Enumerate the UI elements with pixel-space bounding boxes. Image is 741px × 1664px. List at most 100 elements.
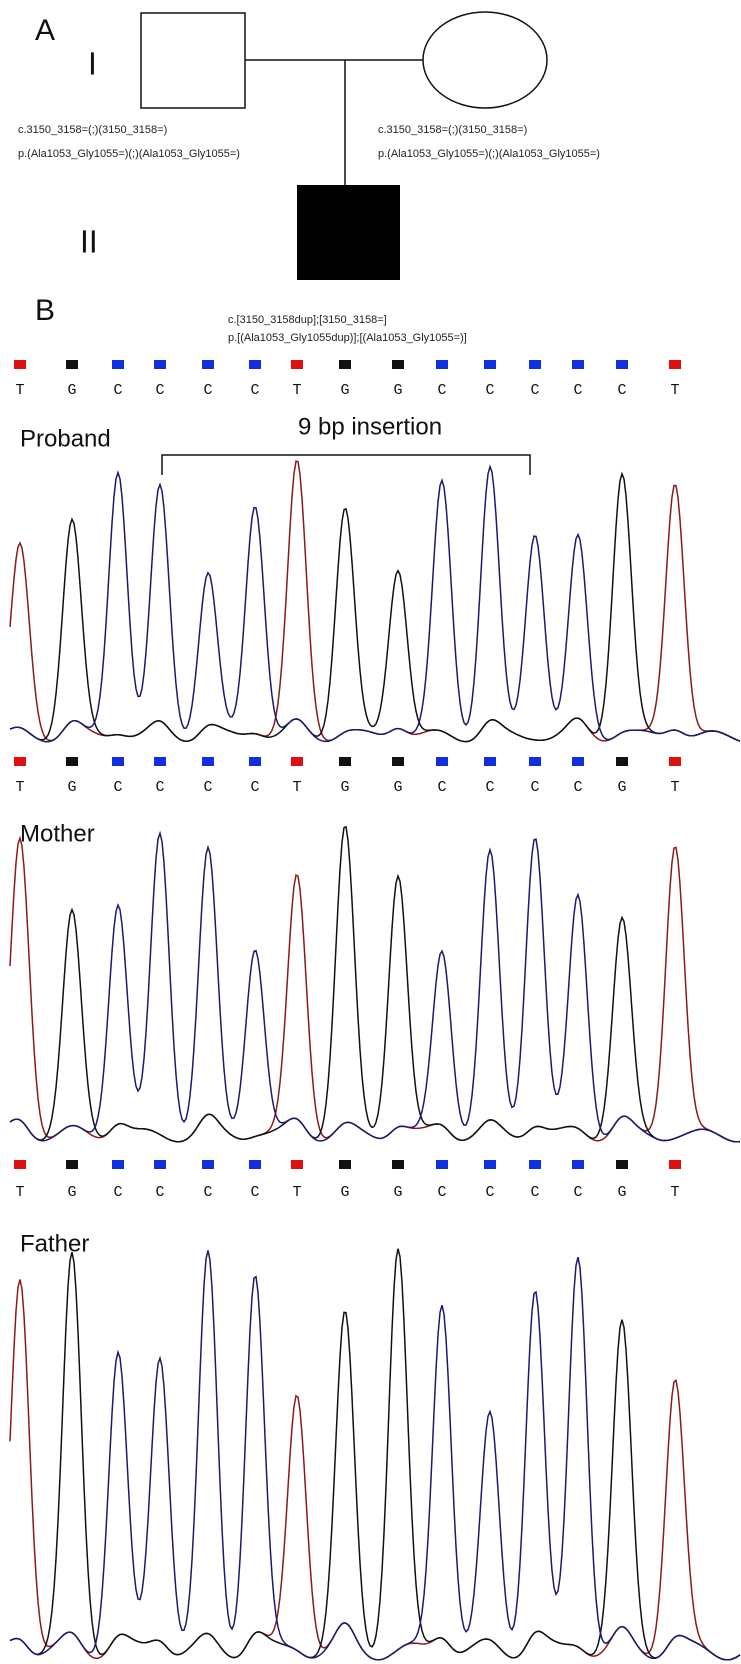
base-mark <box>529 757 541 766</box>
base-letter: T <box>292 779 301 796</box>
base-letter: T <box>292 1184 301 1201</box>
base-letter: C <box>155 1184 164 1201</box>
base-letter: T <box>670 779 679 796</box>
base-letter: C <box>573 779 582 796</box>
base-letter: C <box>113 779 122 796</box>
base-letter: G <box>340 779 349 796</box>
base-letter: G <box>393 382 402 399</box>
base-letter: G <box>617 1184 626 1201</box>
base-letter: T <box>670 382 679 399</box>
base-mark <box>669 1160 681 1169</box>
base-mark <box>291 360 303 369</box>
base-letter: C <box>485 1184 494 1201</box>
base-letter: T <box>292 382 301 399</box>
base-letter: T <box>15 779 24 796</box>
base-letter: C <box>437 779 446 796</box>
base-mark <box>339 757 351 766</box>
base-letter: C <box>250 382 259 399</box>
base-mark <box>392 1160 404 1169</box>
chromatogram-trace <box>10 461 740 741</box>
base-letter: G <box>393 779 402 796</box>
base-letter: C <box>203 382 212 399</box>
base-mark <box>392 757 404 766</box>
base-mark <box>202 360 214 369</box>
base-letter: C <box>530 779 539 796</box>
generation-label: II <box>80 226 98 261</box>
base-mark <box>616 757 628 766</box>
base-mark <box>339 360 351 369</box>
chromatogram-trace <box>10 1249 740 1660</box>
proband-symbol <box>297 185 400 280</box>
father-symbol <box>141 13 245 108</box>
trace-label: Mother <box>20 820 95 847</box>
base-mark <box>669 757 681 766</box>
base-mark <box>291 757 303 766</box>
base-mark <box>436 1160 448 1169</box>
base-letter: C <box>530 1184 539 1201</box>
base-mark <box>112 757 124 766</box>
base-mark <box>339 1160 351 1169</box>
base-letter: C <box>203 1184 212 1201</box>
base-letter: C <box>203 779 212 796</box>
panel-label: B <box>35 294 55 327</box>
panel-label: A <box>35 14 55 47</box>
generation-label: I <box>88 48 97 83</box>
base-mark <box>529 360 541 369</box>
base-mark <box>14 1160 26 1169</box>
chromatogram-trace <box>10 1250 740 1659</box>
base-letter: C <box>573 1184 582 1201</box>
base-letter: G <box>67 382 76 399</box>
base-letter: C <box>485 779 494 796</box>
figure: A I II c.3150_3158=(;)(3150_3158=) p.(Al… <box>0 0 741 1664</box>
base-letter: G <box>340 1184 349 1201</box>
base-letter: C <box>155 382 164 399</box>
base-mark <box>154 757 166 766</box>
base-mark <box>484 360 496 369</box>
trace-label: Proband <box>20 425 111 452</box>
base-letter: C <box>437 382 446 399</box>
base-letter: C <box>250 779 259 796</box>
base-mark <box>14 757 26 766</box>
base-mark <box>154 360 166 369</box>
genotype: c.3150_3158=(;)(3150_3158=) <box>18 124 167 136</box>
chromatogram-trace <box>10 474 740 742</box>
insertion-bracket <box>162 455 530 475</box>
base-letter: G <box>67 779 76 796</box>
base-letter: T <box>670 1184 679 1201</box>
base-mark <box>112 1160 124 1169</box>
genotype: p.(Ala1053_Gly1055=)(;)(Ala1053_Gly1055=… <box>18 148 240 160</box>
base-letter: G <box>67 1184 76 1201</box>
base-mark <box>66 360 78 369</box>
base-mark <box>436 360 448 369</box>
base-mark <box>616 1160 628 1169</box>
base-mark <box>529 1160 541 1169</box>
base-letter: C <box>113 1184 122 1201</box>
base-letter: C <box>573 382 582 399</box>
base-letter: C <box>485 382 494 399</box>
base-letter: C <box>437 1184 446 1201</box>
base-letter: C <box>530 382 539 399</box>
chromatogram-trace <box>10 827 740 1142</box>
base-mark <box>669 360 681 369</box>
base-mark <box>436 757 448 766</box>
base-mark <box>112 360 124 369</box>
insertion-label: 9 bp insertion <box>298 413 442 440</box>
base-letter: G <box>340 382 349 399</box>
base-mark <box>572 360 584 369</box>
genotype: c.[3150_3158dup];[3150_3158=] <box>228 314 387 326</box>
base-mark <box>249 360 261 369</box>
base-mark <box>249 1160 261 1169</box>
base-mark <box>202 757 214 766</box>
base-mark <box>14 360 26 369</box>
base-mark <box>392 360 404 369</box>
base-mark <box>572 757 584 766</box>
base-letter: C <box>617 382 626 399</box>
base-mark <box>484 757 496 766</box>
base-letter: C <box>250 1184 259 1201</box>
base-mark <box>572 1160 584 1169</box>
base-mark <box>249 757 261 766</box>
base-letter: T <box>15 1184 24 1201</box>
base-letter: C <box>113 382 122 399</box>
chromatogram-trace <box>10 1280 740 1660</box>
base-mark <box>202 1160 214 1169</box>
